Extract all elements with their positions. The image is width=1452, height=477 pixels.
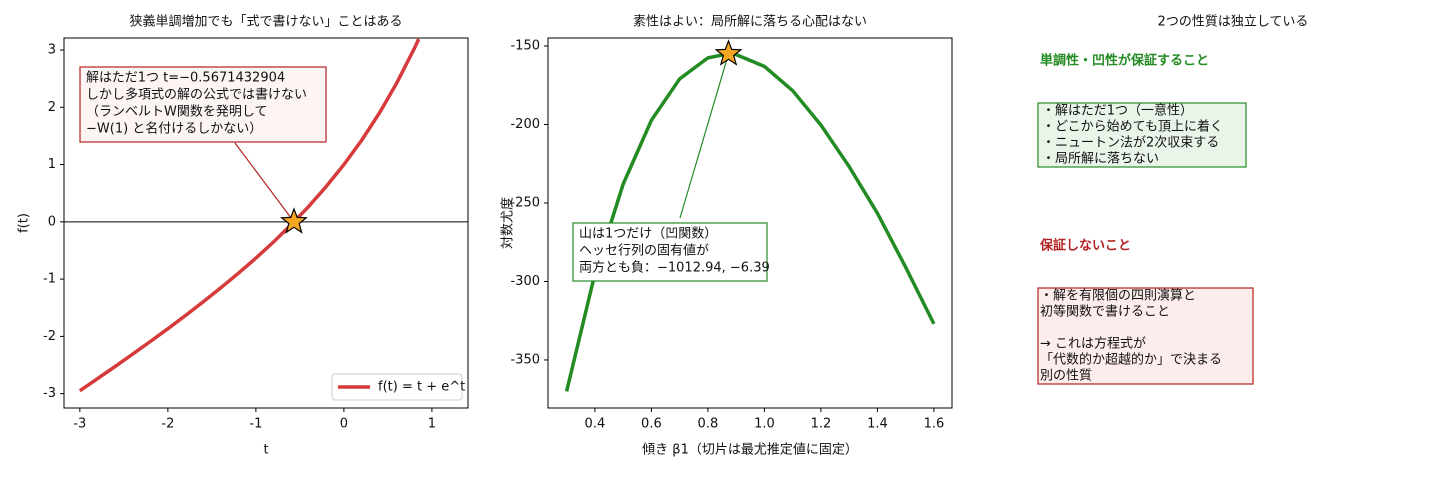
x-tick-label: 0.4 bbox=[585, 417, 606, 432]
x-tick-label: 0.8 bbox=[698, 417, 719, 432]
annotation-text: ヘッセ行列の固有値が bbox=[579, 243, 709, 259]
data-line bbox=[564, 52, 936, 392]
bad-box bbox=[1037, 287, 1254, 385]
bad-line: 別の性質 bbox=[1040, 369, 1092, 384]
y-tick-label: 3 bbox=[48, 43, 56, 58]
x-tick-label: 0.6 bbox=[641, 417, 662, 432]
good-line: ・ニュートン法が2次収束する bbox=[1042, 135, 1219, 151]
y-tick-label: 2 bbox=[48, 100, 56, 115]
x-axis-label: 傾き β1（切片は最尤推定値に固定） bbox=[642, 442, 858, 458]
plot-frame bbox=[547, 37, 953, 409]
bad-heading: 保証しないこと bbox=[1039, 238, 1131, 254]
y-tick-label: -1 bbox=[43, 272, 56, 287]
annotation-text: −W(1) と名付けるしかない） bbox=[86, 121, 262, 137]
chart-title: 素性はよい：局所解に落ちる心配はない bbox=[633, 15, 867, 30]
annotation-arrow bbox=[679, 53, 730, 219]
data-line bbox=[78, 38, 421, 393]
good-line: ・解はただ1つ（一意性） bbox=[1042, 103, 1193, 119]
y-tick-label: -200 bbox=[510, 117, 540, 132]
x-tick-label: 0 bbox=[340, 417, 348, 432]
legend-label: f(t) = t + e^t bbox=[378, 380, 465, 395]
bad-line: 「代数的か超越的か」で決まる bbox=[1040, 352, 1222, 368]
x-tick-label: 1.0 bbox=[754, 417, 775, 432]
y-tick-label: -300 bbox=[510, 274, 540, 289]
y-tick-label: 0 bbox=[48, 214, 56, 229]
bad-line: ・解を有限個の四則演算と bbox=[1040, 288, 1196, 304]
y-tick-label: -350 bbox=[510, 352, 540, 367]
legend-box bbox=[331, 373, 463, 401]
x-tick-label: 1.2 bbox=[811, 417, 832, 432]
good-line: ・どこから始めても頂上に着く bbox=[1042, 119, 1223, 135]
plot-frame bbox=[63, 37, 469, 409]
y-tick-label: -2 bbox=[43, 329, 56, 344]
bad-line: 初等関数で書けること bbox=[1040, 304, 1170, 320]
x-axis-label: t bbox=[263, 443, 268, 458]
annotation-text: しかし多項式の解の公式では書けない bbox=[86, 87, 307, 103]
x-tick-label: -3 bbox=[73, 417, 86, 432]
good-line: ・局所解に落ちない bbox=[1042, 152, 1159, 167]
y-axis-label: 対数尤度 bbox=[500, 197, 516, 249]
chart-title: 狭義単調増加でも「式で書けない」ことはある bbox=[129, 14, 402, 30]
panel-title: 2つの性質は独立している bbox=[1158, 15, 1309, 30]
y-tick-label: -250 bbox=[510, 195, 540, 210]
annotation-text: 山は1つだけ（凹関数） bbox=[579, 227, 717, 242]
marker-star bbox=[714, 39, 743, 66]
x-tick-label: 1.4 bbox=[867, 417, 888, 432]
good-heading: 単調性・凹性が保証すること bbox=[1040, 53, 1209, 69]
y-tick-label: -3 bbox=[43, 386, 56, 401]
annotation-box bbox=[572, 222, 768, 282]
annotation-arrow bbox=[234, 142, 295, 223]
annotation-text: 解はただ1つ t=−0.5671432904 bbox=[86, 71, 285, 86]
bad-line: → これは方程式が bbox=[1040, 336, 1146, 352]
annotation-text: 両方とも負：−1012.94, −6.39 bbox=[579, 260, 770, 276]
annotation-text: （ランベルトW関数を発明して bbox=[86, 105, 267, 120]
marker-star bbox=[279, 207, 308, 234]
annotation-box bbox=[79, 66, 327, 143]
y-tick-label: -150 bbox=[510, 39, 540, 54]
x-tick-label: -1 bbox=[249, 417, 262, 432]
x-tick-label: 1.6 bbox=[924, 417, 945, 432]
x-tick-label: 1 bbox=[428, 417, 436, 432]
y-axis-label: f(t) bbox=[17, 213, 32, 233]
y-tick-label: 1 bbox=[48, 157, 56, 172]
x-tick-label: -2 bbox=[161, 417, 174, 432]
good-box bbox=[1037, 102, 1247, 168]
